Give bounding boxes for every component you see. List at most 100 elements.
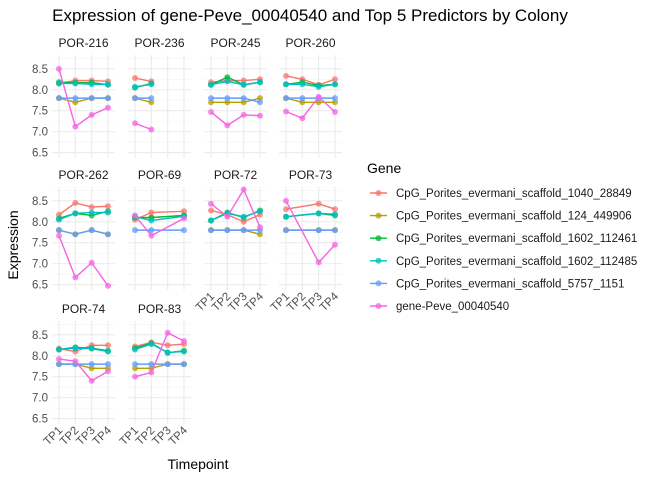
data-point bbox=[72, 210, 79, 217]
data-point bbox=[240, 81, 247, 88]
data-point bbox=[283, 206, 289, 213]
series-line bbox=[58, 68, 109, 128]
data-point bbox=[105, 95, 111, 102]
y-tick-label: 8.5 bbox=[32, 64, 48, 76]
data-point bbox=[208, 81, 214, 88]
data-point bbox=[56, 65, 62, 72]
data-point bbox=[257, 99, 263, 106]
series-line bbox=[211, 97, 261, 103]
data-point bbox=[315, 259, 322, 266]
series-line bbox=[285, 75, 336, 86]
legend-label: gene-Peve_00040540 bbox=[396, 301, 509, 313]
data-point bbox=[148, 209, 155, 216]
data-point bbox=[132, 212, 138, 219]
data-point bbox=[240, 111, 247, 118]
data-point bbox=[56, 227, 62, 234]
data-point bbox=[88, 209, 95, 216]
data-point bbox=[224, 95, 231, 102]
data-point bbox=[148, 99, 155, 106]
data-point bbox=[88, 361, 95, 368]
data-point bbox=[332, 206, 338, 213]
data-point bbox=[332, 95, 338, 102]
data-point bbox=[257, 112, 263, 119]
data-point bbox=[72, 199, 79, 206]
data-point bbox=[148, 81, 155, 88]
data-point bbox=[299, 81, 306, 88]
data-point bbox=[164, 349, 171, 356]
data-point bbox=[315, 200, 322, 207]
data-point bbox=[332, 227, 338, 234]
data-point bbox=[240, 213, 247, 220]
y-tick-label: 8.0 bbox=[32, 217, 48, 229]
strip-label: POR-260 bbox=[285, 36, 335, 50]
data-point bbox=[72, 231, 79, 238]
strip-label: POR-74 bbox=[62, 302, 106, 316]
y-tick-label: 8.5 bbox=[32, 330, 48, 342]
data-point bbox=[181, 338, 187, 345]
series-line bbox=[59, 82, 108, 86]
data-point bbox=[105, 342, 111, 349]
data-point bbox=[257, 224, 263, 231]
panel-por-260: POR-260 bbox=[279, 36, 342, 158]
strip-label: POR-83 bbox=[138, 302, 182, 316]
y-tick-label: 7.5 bbox=[32, 238, 48, 250]
data-point bbox=[224, 74, 231, 81]
data-point bbox=[88, 111, 95, 118]
data-point bbox=[208, 99, 214, 106]
legend-item: CpG_Porites_evermani_scaffold_1602_11248… bbox=[370, 256, 637, 268]
legend-item: CpG_Porites_evermani_scaffold_5757_1151 bbox=[370, 278, 624, 290]
y-tick-label: 6.5 bbox=[32, 280, 48, 292]
legend-label: CpG_Porites_evermani_scaffold_1602_11246… bbox=[396, 233, 637, 245]
data-point bbox=[224, 213, 231, 220]
data-point bbox=[283, 227, 289, 234]
data-point bbox=[208, 95, 214, 102]
data-point bbox=[315, 99, 322, 106]
data-point bbox=[224, 99, 231, 106]
series-line bbox=[58, 202, 109, 216]
panel-por-216: POR-216 6.5 7.0 7.5 8.0 8.5 bbox=[32, 36, 115, 160]
data-point bbox=[299, 95, 306, 102]
series-line bbox=[210, 209, 261, 223]
y-tick-label: 7.5 bbox=[32, 372, 48, 384]
data-point bbox=[88, 377, 95, 384]
series-line bbox=[285, 203, 336, 210]
legend-label: CpG_Porites_evermani_scaffold_5757_1151 bbox=[396, 278, 624, 290]
data-point bbox=[224, 78, 231, 85]
data-point bbox=[240, 99, 247, 106]
panel-por-236: POR-236 bbox=[128, 36, 191, 158]
series-line bbox=[210, 210, 261, 222]
data-point bbox=[132, 227, 138, 234]
data-point bbox=[105, 209, 111, 216]
data-point bbox=[240, 227, 247, 234]
data-point bbox=[208, 108, 214, 115]
data-point bbox=[240, 95, 247, 102]
data-point bbox=[181, 208, 187, 215]
legend-key-point bbox=[375, 303, 382, 309]
series-line bbox=[286, 83, 336, 88]
series-line bbox=[210, 187, 261, 228]
y-tick-label: 7.0 bbox=[32, 127, 48, 139]
data-point bbox=[56, 95, 62, 102]
data-point bbox=[240, 186, 247, 193]
strip-label: POR-245 bbox=[210, 36, 260, 50]
data-point bbox=[88, 345, 95, 352]
legend: Gene CpG_Porites_evermani_scaffold_1040_… bbox=[367, 160, 637, 313]
data-point bbox=[72, 80, 79, 87]
data-point bbox=[148, 361, 155, 368]
y-axis-label: Expression bbox=[5, 210, 21, 279]
legend-key-point bbox=[375, 190, 382, 196]
data-point bbox=[105, 231, 111, 238]
data-point bbox=[132, 365, 138, 372]
data-point bbox=[315, 227, 322, 234]
y-tick-label: 6.5 bbox=[32, 148, 48, 160]
data-point bbox=[88, 204, 95, 211]
data-point bbox=[332, 211, 338, 218]
data-point bbox=[332, 99, 338, 106]
data-point bbox=[257, 231, 263, 238]
y-tick-label: 8.5 bbox=[32, 196, 48, 208]
data-point bbox=[208, 217, 214, 224]
y-tick-label: 8.0 bbox=[32, 351, 48, 363]
